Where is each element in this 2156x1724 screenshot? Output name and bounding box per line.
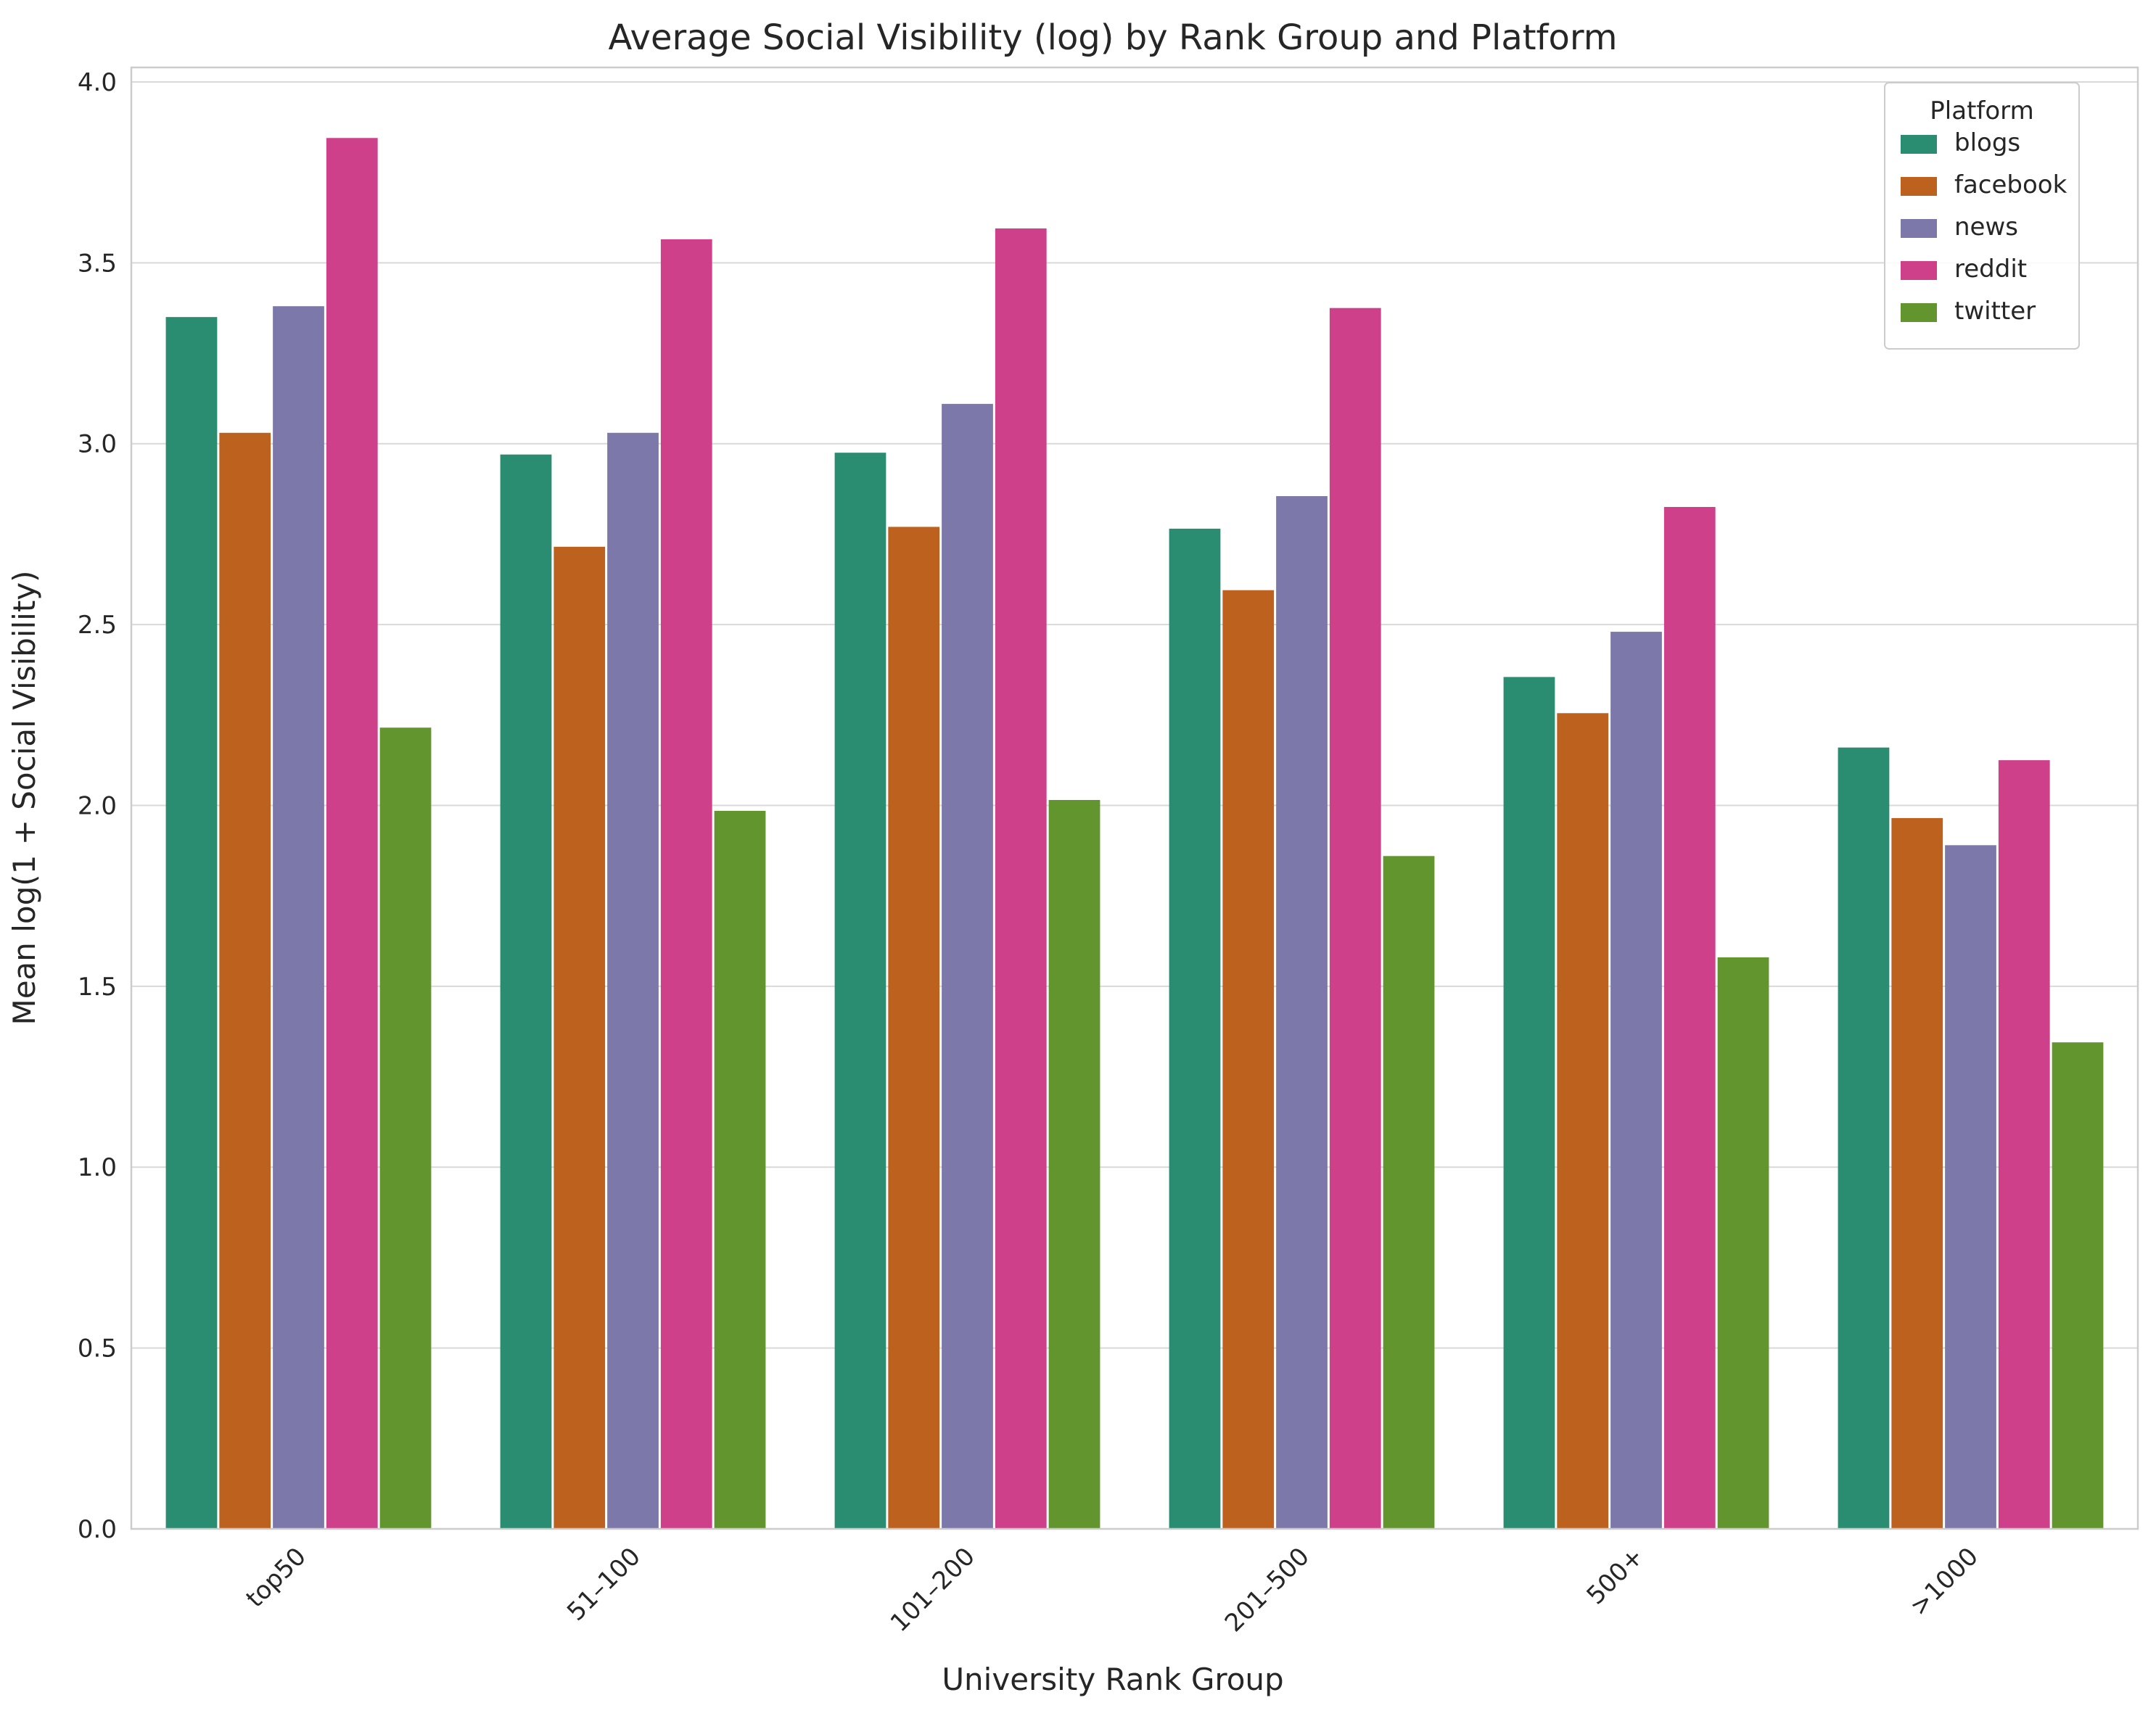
bar-reddit-4 [1663, 506, 1716, 1529]
legend-label-twitter: twitter [1954, 297, 2036, 326]
plot-area-frame [130, 66, 2139, 1530]
bar-reddit-1 [660, 239, 712, 1530]
legend-swatch-twitter [1901, 303, 1937, 322]
y-tick-label: 3.5 [78, 249, 117, 278]
y-tick-label: 3.0 [78, 430, 117, 459]
legend-label-blogs: blogs [1954, 128, 2020, 157]
bar-twitter-5 [2052, 1042, 2104, 1529]
bar-news-1 [607, 432, 659, 1529]
y-tick-label: 2.5 [78, 611, 117, 640]
bar-twitter-2 [1048, 799, 1100, 1529]
bar-reddit-2 [995, 228, 1047, 1530]
bar-facebook-1 [554, 546, 606, 1530]
bar-reddit-5 [1998, 760, 2050, 1529]
bar-news-5 [1945, 845, 1996, 1529]
legend-swatch-news [1901, 219, 1937, 238]
legend-label-news: news [1954, 213, 2018, 242]
bar-blogs-5 [1838, 747, 1890, 1529]
bars [165, 138, 2104, 1530]
bar-news-2 [942, 403, 993, 1529]
bar-twitter-4 [1717, 957, 1769, 1529]
y-tick-label: 1.5 [78, 973, 117, 1002]
legend-swatch-reddit [1901, 261, 1937, 280]
x-axis-label: University Rank Group [942, 1662, 1283, 1697]
y-tick-label: 1.0 [78, 1153, 117, 1182]
y-axis-label: Mean log(1 + Social Visibility) [7, 570, 42, 1025]
bar-blogs-1 [500, 454, 552, 1529]
y-tick-label: 0.5 [78, 1335, 117, 1364]
bar-blogs-2 [834, 453, 886, 1530]
bar-news-4 [1610, 632, 1662, 1529]
bar-reddit-3 [1329, 308, 1381, 1529]
y-tick-label: 0.0 [78, 1515, 117, 1544]
legend: Platform blogs facebook news reddit twitter [1884, 82, 2080, 350]
bar-blogs-4 [1503, 677, 1555, 1530]
bar-twitter-3 [1383, 856, 1435, 1529]
y-tick-label: 4.0 [78, 68, 117, 97]
bar-blogs-0 [165, 317, 218, 1530]
bar-twitter-0 [379, 727, 432, 1529]
bar-blogs-3 [1169, 528, 1221, 1529]
bar-news-3 [1276, 496, 1328, 1529]
bar-news-0 [273, 306, 324, 1530]
legend-label-reddit: reddit [1954, 255, 2027, 284]
bar-reddit-0 [326, 138, 378, 1529]
bar-facebook-3 [1222, 590, 1275, 1529]
bar-facebook-0 [219, 432, 271, 1529]
bar-facebook-2 [888, 527, 940, 1529]
y-tick-label: 2.0 [78, 791, 117, 820]
legend-label-facebook: facebook [1954, 170, 2067, 199]
bar-facebook-5 [1891, 817, 1943, 1529]
legend-title: Platform [1930, 96, 2033, 125]
y-tick-labels: 0.0 0.5 1.0 1.5 2.0 2.5 3.0 3.5 4.0 [78, 68, 117, 1544]
legend-swatch-blogs [1901, 135, 1937, 154]
bar-twitter-1 [714, 810, 766, 1529]
chart-title: Average Social Visibility (log) by Rank … [609, 17, 1618, 58]
legend-swatch-facebook [1901, 177, 1937, 196]
bar-facebook-4 [1557, 713, 1609, 1530]
